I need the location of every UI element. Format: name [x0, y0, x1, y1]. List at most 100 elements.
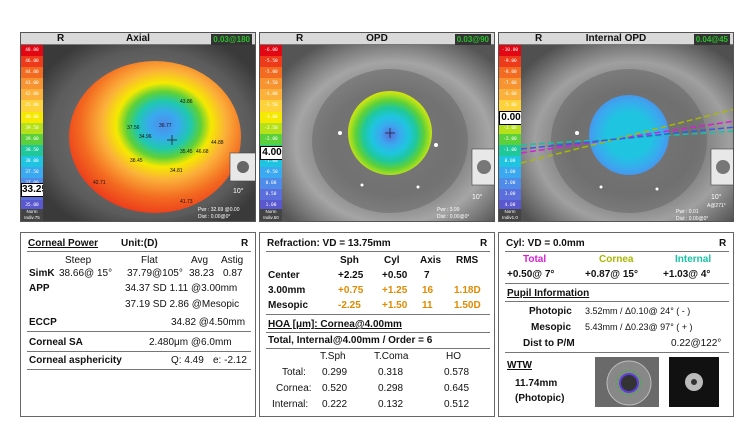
corneal-asphericity-label: Corneal asphericity — [29, 355, 122, 366]
scale-step: 41.00 — [21, 100, 43, 112]
axial-eye-label: R — [57, 33, 65, 44]
opd-reflection-dot — [434, 143, 438, 147]
corneal-eye: R — [241, 238, 249, 249]
refraction-divider — [266, 251, 490, 252]
refraction-row-mesopic-cyl: +1.50 — [382, 300, 408, 311]
dist-pm-label: Dist to P/M — [523, 338, 575, 349]
cyl-header-cornea: Cornea — [599, 254, 634, 265]
internal-dist: Dist : 0.00@0° — [676, 216, 708, 222]
wtw-eye-thumbnail[interactable] — [595, 357, 659, 407]
axial-grade: 0.03@180 — [211, 33, 252, 45]
refraction-row-center-sph: +2.25 — [338, 270, 364, 281]
scale-step: -5.00 — [260, 67, 282, 79]
cyl-title: Cyl: VD = 0.0mm — [506, 238, 585, 249]
refraction-divider — [266, 348, 490, 349]
axial-label: 38.45 — [130, 158, 143, 164]
simk-flat: 37.79@105° — [127, 268, 183, 279]
refraction-row-mesopic-axis: 11 — [422, 300, 433, 311]
internal-reflection-dot — [655, 187, 659, 191]
photopic-value: 3.52mm / Δ0.10@ 24° ( - ) — [585, 306, 691, 316]
dist-pm-value: 0.22@122° — [671, 338, 722, 349]
refraction-eye: R — [480, 238, 488, 249]
axial-map-panel[interactable]: Axial R 0.03@180 48.00 46.00 44.00 43.00 42.… — [20, 32, 256, 222]
scale-step: -6.00 — [260, 45, 282, 57]
axial-label: 36.77 — [159, 123, 172, 129]
opd-angle: 10° — [472, 193, 483, 201]
internal-scale-selected[interactable]: 0.00 — [499, 111, 523, 125]
scale-step: -3.00 — [260, 111, 282, 123]
internal-eye-label: R — [535, 33, 543, 44]
opd-pwr: Pwr : 3.99 — [437, 207, 460, 213]
wtw-pupil-center — [691, 379, 697, 385]
cyl-divider — [505, 251, 729, 252]
corneal-header-flat: Flat — [141, 255, 158, 266]
scale-step: -3.50 — [260, 100, 282, 112]
axial-map-view[interactable]: 43.86 37.56 36.77 34.96 44.88 46.68 35.4… — [43, 45, 256, 222]
app-value-2: 37.19 SD 2.86 @Mesopic — [125, 299, 240, 310]
scale-step: 40.00 — [21, 111, 43, 123]
pupil-info-title: Pupil Information — [507, 288, 590, 299]
cyl-header-internal: Internal — [675, 254, 712, 265]
wtw-title: WTW — [507, 360, 532, 371]
simk-label: SimK — [29, 268, 55, 279]
cyl-value-internal: +1.03@ 4° — [663, 269, 711, 280]
simk-astig: 0.87 — [223, 268, 243, 279]
hoa-row-internal-tsph: 0.222 — [322, 399, 348, 410]
scale-step: 38.50 — [21, 144, 43, 156]
corneal-header-astig: Astig — [221, 255, 244, 266]
opd-map-panel[interactable]: OPD R 0.03@90 -6.00 -5.50 -5.00 -4.50 -4.00-… — [259, 32, 495, 222]
opd-color-scale[interactable]: -6.00 -5.50 -5.00 -4.50 -4.00 -3.50 -3.00 -2.50… — [260, 45, 282, 221]
internal-reflection-dot — [599, 185, 603, 189]
app-label: APP — [29, 283, 50, 294]
axial-label: 41.73 — [180, 199, 193, 205]
cyl-value-cornea: +0.87@ 15° — [585, 269, 638, 280]
internal-reflection-dot — [575, 131, 579, 135]
cyl-divider — [505, 283, 729, 284]
opd-psf-spot — [477, 160, 491, 174]
simk-steep: 38.66@ 15° — [59, 268, 113, 279]
scale-step: 3.00 — [499, 189, 521, 201]
corneal-header-avg: Avg — [191, 255, 209, 266]
opd-grade: 0.03@90 — [454, 33, 491, 45]
axial-scale-selected[interactable]: 33.25 — [21, 183, 48, 197]
wtw-pupil-thumbnail[interactable] — [669, 357, 719, 407]
refraction-row-3mm-rms: 1.18D — [454, 285, 481, 296]
axial-label: 46.68 — [196, 149, 209, 155]
scale-step: 38.00 — [21, 155, 43, 168]
internal-pwr: Pwr : 0.01 — [676, 209, 699, 215]
axial-dist: Dist : 0.00@0° — [198, 214, 230, 220]
scale-step: -2.00 — [499, 133, 521, 145]
internal-map-view[interactable]: 10° A@271° Pwr : 0.01 Dist : 0.00@0° — [521, 45, 734, 222]
scale-step: -1.00 — [260, 155, 282, 168]
scale-step: 1.00 — [260, 200, 282, 212]
scale-step: -4.50 — [260, 78, 282, 90]
axial-label: 43.86 — [180, 99, 193, 105]
eccp-value: 34.82 @4.50mm — [171, 317, 246, 328]
scale-step: 2.00 — [499, 178, 521, 190]
corneal-divider — [27, 251, 251, 252]
hoa-row-internal-tcoma: 0.132 — [378, 399, 404, 410]
axial-psf-spot — [237, 161, 249, 173]
scale-step: 43.00 — [21, 78, 43, 90]
hoa-row-total-ho: 0.578 — [444, 367, 470, 378]
hoa-header-tsph: T.Sph — [320, 351, 346, 362]
cyl-eye: R — [719, 238, 727, 249]
internal-title-bar: Internal OPD R 0.04@45 — [499, 33, 733, 45]
internal-opd-map-panel[interactable]: Internal OPD R 0.04@45 -10.00 -9.00 -8.00-… — [498, 32, 734, 222]
refraction-row-center-label: Center — [268, 270, 300, 281]
refraction-row-center-axis: 7 — [424, 270, 430, 281]
opd-map-view[interactable]: 10° Pwr : 3.99 Dist : 0.00@0° — [282, 45, 495, 222]
scale-step: 48.00 — [21, 45, 43, 57]
internal-grade: 0.04@45 — [693, 33, 730, 45]
opd-scale-selected[interactable]: 4.00 — [260, 146, 284, 160]
axial-value-labels: 43.86 37.56 36.77 34.96 44.88 46.68 35.4… — [93, 99, 224, 205]
refraction-title: Refraction: VD = 13.75mm — [267, 238, 391, 249]
hoa-row-internal-label: Internal: — [272, 399, 309, 410]
hoa-total-line: Total, Internal@4.00mm / Order = 6 — [268, 335, 433, 346]
internal-color-scale[interactable]: -10.00-9.00-8.00-7.00-6.00-5.00-4.00-3.0… — [499, 45, 521, 221]
refraction-row-mesopic-rms: 1.50D — [454, 300, 481, 311]
simk-avg: 38.23 — [189, 268, 215, 279]
scale-step: 4.00 — [499, 200, 521, 212]
scale-step: 44.00 — [21, 67, 43, 79]
hoa-header-tcoma: T.Coma — [374, 351, 409, 362]
